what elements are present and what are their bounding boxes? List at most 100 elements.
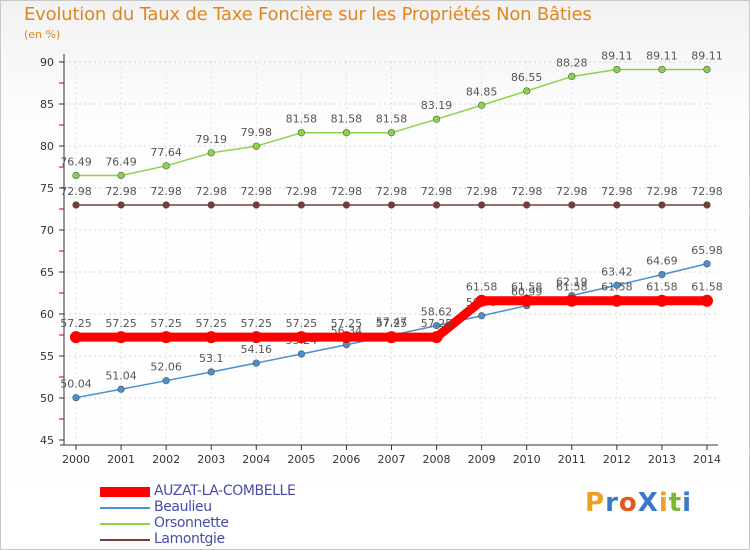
data-point <box>162 377 170 385</box>
data-point <box>565 294 578 307</box>
data-label: 57.25 <box>105 317 137 330</box>
data-point <box>655 294 668 307</box>
data-point <box>115 331 128 344</box>
y-tick-label: 70 <box>40 224 54 237</box>
line-chart: 45 50 55 60 65 70 75 80 85 90 2000 2001 2002 2003 2004… <box>40 49 723 466</box>
x-tick-label: 2010 <box>513 453 541 466</box>
data-label: 79.19 <box>195 133 227 146</box>
data-point <box>703 65 711 74</box>
data-label: 79.98 <box>241 126 273 139</box>
x-tick-label: 2001 <box>107 453 135 466</box>
data-label: 72.98 <box>376 185 408 198</box>
data-label: 63.42 <box>601 265 633 278</box>
data-point <box>520 294 533 307</box>
data-label: 72.98 <box>195 185 227 198</box>
data-label: 57.25 <box>195 317 227 330</box>
data-label: 72.98 <box>646 185 678 198</box>
data-point <box>342 129 351 137</box>
legend-label: Orsonnette <box>154 515 229 531</box>
data-label: 88.28 <box>556 56 588 69</box>
data-label: 61.58 <box>556 281 588 294</box>
x-tick-label: 2014 <box>693 453 721 466</box>
data-label: 81.58 <box>331 113 363 126</box>
data-label: 52.06 <box>150 361 182 374</box>
data-point <box>297 129 305 137</box>
data-point <box>703 201 711 209</box>
x-tick-label: 2008 <box>423 453 451 466</box>
x-tick-label: 2009 <box>468 453 496 466</box>
data-label: 57.47 <box>376 315 408 328</box>
data-point <box>523 87 531 95</box>
data-label: 72.98 <box>331 185 363 198</box>
data-label: 57.25 <box>376 317 408 330</box>
chart-title: Evolution du Taux de Taxe Foncière sur l… <box>24 4 592 25</box>
x-tick-label: 2003 <box>197 453 225 466</box>
x-tick-label: 2012 <box>603 453 631 466</box>
logo-letter: i <box>658 488 669 518</box>
data-point <box>478 101 486 109</box>
legend-swatch <box>100 539 150 541</box>
data-label: 83.19 <box>421 99 453 112</box>
data-label: 61.58 <box>646 281 678 294</box>
data-label: 72.98 <box>691 185 723 198</box>
legend-swatch <box>100 507 150 509</box>
logo-letter: X <box>637 488 659 518</box>
data-label: 51.04 <box>105 369 137 382</box>
data-label: 58.62 <box>421 306 453 319</box>
legend-swatch <box>100 487 150 497</box>
y-tick-label: 45 <box>40 434 54 447</box>
x-tick-label: 2007 <box>377 453 405 466</box>
legend-label: AUZAT-LA-COMBELLE <box>154 483 296 499</box>
data-label: 61.58 <box>691 281 723 294</box>
data-point <box>568 201 576 209</box>
data-label: 86.55 <box>511 71 543 84</box>
data-label: 57.25 <box>150 317 182 330</box>
data-label: 89.11 <box>691 49 723 62</box>
data-label: 57.25 <box>60 317 92 330</box>
x-tick-label: 2013 <box>648 453 676 466</box>
data-point <box>430 331 443 344</box>
data-point <box>72 171 80 180</box>
data-point <box>613 281 621 289</box>
data-point <box>160 331 173 344</box>
data-point <box>658 201 666 209</box>
data-label: 60.99 <box>511 286 543 299</box>
data-point <box>295 331 308 344</box>
data-point <box>117 201 125 209</box>
data-label: 72.98 <box>150 185 182 198</box>
series-orsonnette: 76.49 76.49 77.64 79.19 79.98 81.58 81.58 81.58… <box>60 49 723 180</box>
data-point <box>297 201 305 209</box>
data-point <box>432 201 441 209</box>
data-point <box>387 201 396 209</box>
legend-swatch <box>100 523 150 525</box>
y-tick-label: 75 <box>40 182 54 195</box>
data-point <box>342 201 351 209</box>
data-point <box>205 331 218 344</box>
series-lamontgie: 72.98 72.98 72.98 72.98 72.98 72.98 72.98 72.98… <box>60 185 723 209</box>
y-tick-label: 85 <box>40 98 54 111</box>
data-point <box>703 260 711 268</box>
logo-letter: t <box>668 488 683 518</box>
data-label: 61.58 <box>601 281 633 294</box>
data-label: 81.58 <box>286 113 318 126</box>
data-point <box>568 72 576 81</box>
y-tick-label: 80 <box>40 140 54 153</box>
data-label: 89.11 <box>601 49 633 62</box>
data-label: 72.98 <box>421 185 453 198</box>
data-point <box>700 294 713 307</box>
data-point <box>207 201 215 209</box>
data-point <box>207 149 215 157</box>
data-point <box>72 201 80 209</box>
data-label: 72.98 <box>601 185 633 198</box>
legend-label: Beaulieu <box>154 499 212 515</box>
y-tick-label: 60 <box>40 308 54 321</box>
data-label: 81.58 <box>376 113 408 126</box>
logo-letter: P <box>585 488 606 518</box>
data-point <box>117 385 125 393</box>
data-label: 72.98 <box>105 185 137 198</box>
data-point <box>432 321 441 330</box>
data-point <box>297 350 305 358</box>
data-point <box>250 331 263 344</box>
data-label: 50.04 <box>60 378 92 391</box>
